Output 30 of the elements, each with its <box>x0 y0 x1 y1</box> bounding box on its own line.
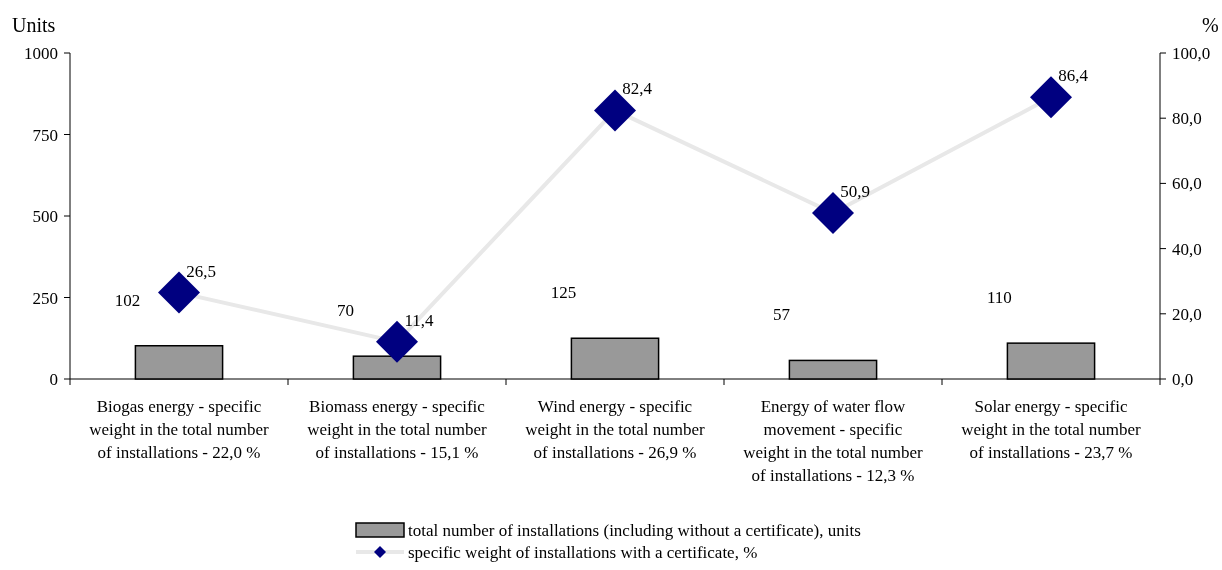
legend-label: total number of installations (including without a certificate), units <box>408 521 861 540</box>
y-tick-label: 750 <box>32 125 58 145</box>
data-label: 102 <box>114 290 141 310</box>
data-label: 26,5 <box>186 261 216 281</box>
y2-tick-label: 0,0 <box>1172 370 1194 389</box>
x-tick-label: Biomass energy - specific weight in the total number of installations - 15,1 % <box>307 397 488 462</box>
y-axis-title: Units <box>12 14 56 36</box>
data-label: 125 <box>550 283 577 303</box>
legend-label: specific weight of installations with a certificate, % <box>408 543 758 562</box>
y2-tick-label: 20,0 <box>1172 304 1202 324</box>
y-tick-label: 0 <box>49 370 58 389</box>
y2-tick-label: 100,0 <box>1172 44 1211 63</box>
data-label: 57 <box>772 305 791 325</box>
data-label: 70 <box>336 301 354 321</box>
y2-axis-title: % <box>1202 14 1219 36</box>
y2-tick-label: 60,0 <box>1172 174 1202 194</box>
y-tick-label: 500 <box>32 207 58 226</box>
data-label: 11,4 <box>404 310 435 330</box>
y-tick-label: 250 <box>32 288 58 308</box>
x-tick-label: Wind energy - specific weight in the total number of installations - 26,9 % <box>525 397 706 462</box>
y2-tick-label: 80,0 <box>1172 109 1202 129</box>
y2-tick-label: 40,0 <box>1172 239 1202 259</box>
data-label: 110 <box>986 288 1012 308</box>
y-tick-label: 1000 <box>24 44 58 63</box>
x-tick-label: Biogas energy - specific weight in the total number of installations - 22,0 % <box>89 397 270 462</box>
x-tick-label: Energy of water flow movement - specific weight in the total number of installations - 12,3 % <box>743 397 924 485</box>
x-tick-label: Solar energy - specific weight in the total number of installations - 23,7 % <box>961 397 1142 462</box>
data-label: 82,4 <box>622 79 653 99</box>
data-label: 50,9 <box>840 182 870 202</box>
data-label: 86,4 <box>1058 66 1089 86</box>
